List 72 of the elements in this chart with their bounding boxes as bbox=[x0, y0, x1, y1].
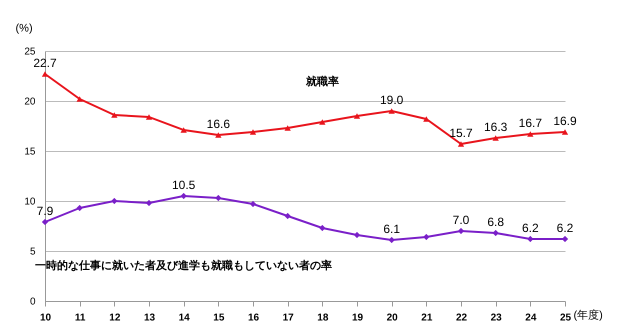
x-tick-label: 25 bbox=[560, 312, 572, 324]
point bbox=[180, 192, 187, 200]
point bbox=[42, 71, 48, 77]
point bbox=[354, 232, 360, 238]
point bbox=[423, 234, 430, 240]
x-tick-label: 15 bbox=[213, 312, 225, 324]
data-label: 6.2 bbox=[522, 221, 539, 235]
data-label: 7.9 bbox=[36, 204, 54, 218]
x-tick-label: 16 bbox=[248, 312, 260, 324]
data-label: 19.0 bbox=[380, 93, 404, 107]
data-label: 16.3 bbox=[484, 120, 508, 134]
data-label: 16.6 bbox=[206, 117, 230, 131]
point bbox=[562, 236, 568, 242]
point bbox=[458, 228, 464, 234]
point bbox=[284, 125, 291, 131]
y-tick-label: 0 bbox=[30, 296, 36, 308]
point bbox=[146, 200, 152, 206]
data-label: 22.7 bbox=[33, 56, 57, 70]
data-label: 10.5 bbox=[172, 178, 196, 192]
point bbox=[76, 204, 83, 212]
point bbox=[388, 236, 395, 244]
point bbox=[250, 200, 256, 208]
point bbox=[111, 112, 118, 118]
point bbox=[250, 129, 256, 135]
point bbox=[388, 108, 395, 114]
data-label: 6.1 bbox=[383, 222, 400, 236]
data-label: 6.2 bbox=[556, 221, 574, 235]
point bbox=[562, 129, 568, 135]
y-tick-label: 5 bbox=[30, 246, 36, 258]
x-tick-label: 22 bbox=[456, 312, 468, 324]
x-tick-label: 24 bbox=[525, 312, 537, 324]
x-tick-label: 14 bbox=[178, 312, 190, 324]
x-tick-label: 12 bbox=[109, 312, 121, 324]
y-tick-label: 20 bbox=[24, 96, 36, 108]
x-axis-title: (年度) bbox=[574, 308, 603, 322]
point bbox=[180, 127, 187, 133]
y-tick-label: 25 bbox=[24, 46, 36, 58]
text: 就職率 bbox=[304, 75, 339, 88]
y-axis-title: (%) bbox=[16, 22, 33, 34]
data-label: 15.7 bbox=[449, 126, 473, 140]
point bbox=[284, 212, 291, 220]
point bbox=[527, 131, 534, 137]
point bbox=[458, 141, 464, 147]
point bbox=[527, 236, 534, 242]
point bbox=[354, 113, 360, 119]
x-tick-label: 18 bbox=[317, 312, 329, 324]
point bbox=[215, 132, 222, 138]
point bbox=[492, 135, 499, 141]
data-label: 6.8 bbox=[487, 215, 504, 229]
x-tick-label: 17 bbox=[282, 312, 294, 324]
data-label: 16.7 bbox=[518, 116, 542, 130]
point bbox=[423, 116, 430, 122]
x-tick-label: 21 bbox=[421, 312, 433, 324]
point bbox=[111, 198, 118, 204]
point bbox=[76, 96, 83, 102]
point bbox=[319, 119, 326, 125]
data-label: 16.9 bbox=[553, 114, 577, 128]
point bbox=[42, 218, 48, 226]
data-label: 7.0 bbox=[452, 213, 470, 227]
x-tick-label: 11 bbox=[74, 312, 86, 324]
point bbox=[492, 230, 499, 236]
x-tick-label: 20 bbox=[386, 312, 398, 324]
x-tick-label: 23 bbox=[490, 312, 502, 324]
point bbox=[319, 224, 326, 232]
x-tick-label: 19 bbox=[352, 312, 364, 324]
y-tick-label: 10 bbox=[24, 196, 36, 208]
text: 一時的な仕事に就いた者及び進学も就職もしていない者の率 bbox=[35, 259, 332, 272]
x-tick-label: 13 bbox=[144, 312, 156, 324]
y-tick-label: 15 bbox=[24, 146, 36, 158]
x-tick-label: 10 bbox=[40, 312, 52, 324]
point bbox=[146, 114, 152, 120]
point bbox=[215, 194, 222, 202]
